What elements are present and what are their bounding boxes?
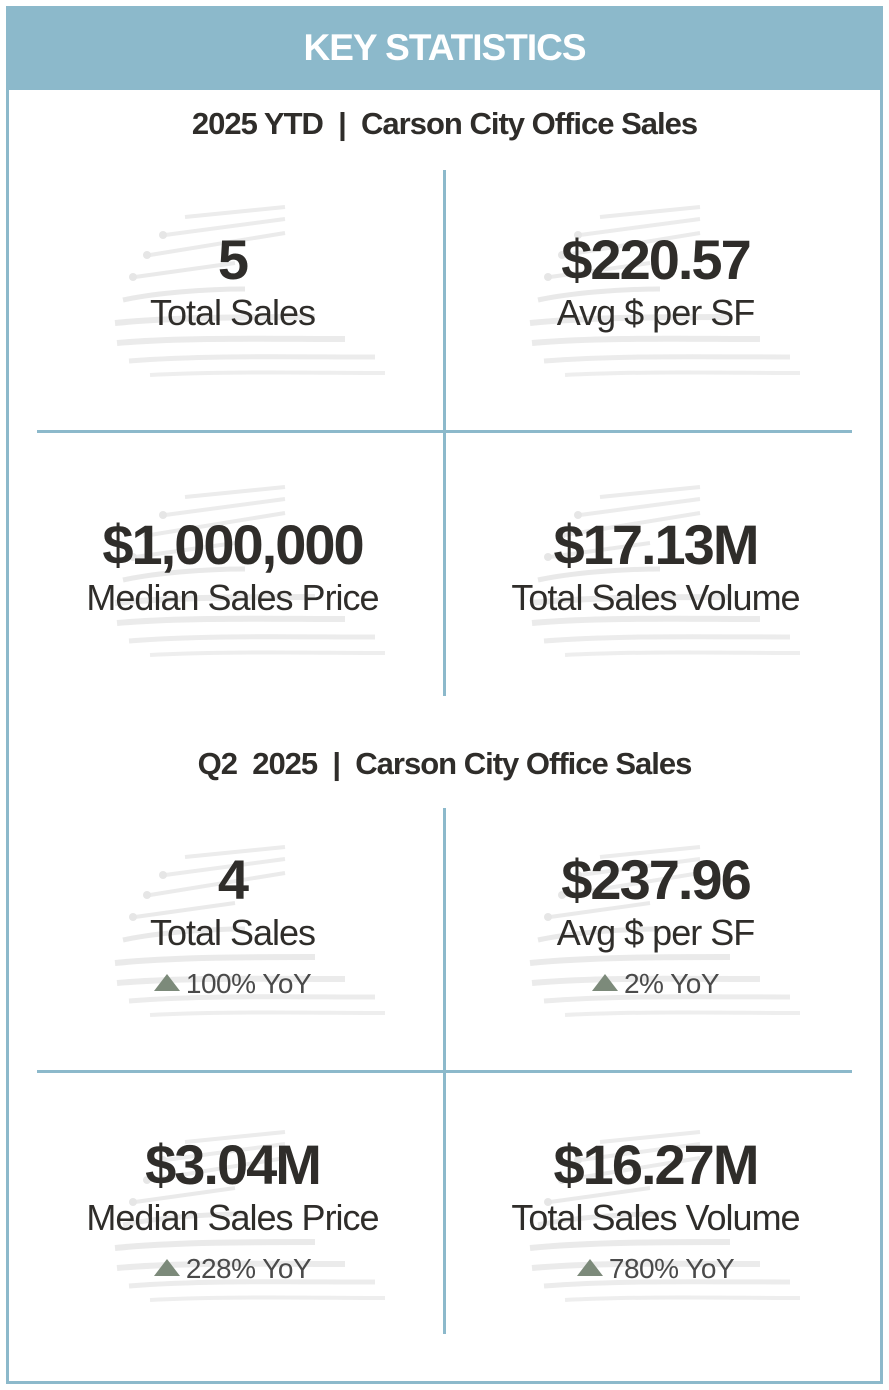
ytd-vertical-divider <box>443 170 446 696</box>
triangle-up-icon <box>153 1259 180 1276</box>
stat-value: 5 <box>217 228 249 291</box>
ytd-horizontal-divider <box>37 430 852 433</box>
stat-label: Avg $ per SF <box>556 912 755 953</box>
ytd-total-sales-stat: 5 Total Sales <box>30 228 435 334</box>
stat-label: Total Sales <box>149 292 316 333</box>
yoy-change: 780% YoY <box>453 1253 858 1285</box>
stat-label: Median Sales Price <box>86 1197 379 1238</box>
yoy-change: 228% YoY <box>30 1253 435 1285</box>
stat-value: $17.13M <box>553 513 760 576</box>
stat-value: $16.27M <box>553 1133 760 1196</box>
yoy-change-text: 100% YoY <box>185 968 312 999</box>
stat-label: Avg $ per SF <box>556 292 755 333</box>
stat-value: $3.04M <box>145 1133 322 1196</box>
yoy-change: 100% YoY <box>30 968 435 1000</box>
stat-value: $237.96 <box>561 848 751 911</box>
header-bar: KEY STATISTICS <box>6 6 883 90</box>
ytd-median-sales-price-stat: $1,000,000 Median Sales Price <box>30 513 435 619</box>
ytd-section-title: 2025 YTD | Carson City Office Sales <box>191 106 698 141</box>
stat-label: Total Sales Volume <box>511 577 800 618</box>
page-title: KEY STATISTICS <box>303 27 586 68</box>
triangle-up-icon <box>153 974 180 991</box>
q2-avg-price-per-sf-stat: $237.96 Avg $ per SF 2% YoY <box>453 848 858 1000</box>
stat-label: Total Sales <box>149 912 316 953</box>
stat-label: Total Sales Volume <box>511 1197 800 1238</box>
stat-value: 4 <box>217 848 249 911</box>
q2-total-sales-volume-stat: $16.27M Total Sales Volume 780% YoY <box>453 1133 858 1285</box>
yoy-change-text: 228% YoY <box>185 1253 312 1284</box>
triangle-up-icon <box>591 974 618 991</box>
q2-horizontal-divider <box>37 1070 852 1073</box>
triangle-up-icon <box>576 1259 603 1276</box>
stat-value: $220.57 <box>561 228 751 291</box>
yoy-change-text: 780% YoY <box>608 1253 735 1284</box>
stat-value: $1,000,000 <box>102 513 364 576</box>
yoy-change: 2% YoY <box>453 968 858 1000</box>
ytd-total-sales-volume-stat: $17.13M Total Sales Volume <box>453 513 858 619</box>
q2-total-sales-stat: 4 Total Sales 100% YoY <box>30 848 435 1000</box>
stat-label: Median Sales Price <box>86 577 379 618</box>
q2-section-title: Q2 2025 | Carson City Office Sales <box>197 746 693 781</box>
yoy-change-text: 2% YoY <box>623 968 720 999</box>
q2-median-sales-price-stat: $3.04M Median Sales Price 228% YoY <box>30 1133 435 1285</box>
ytd-avg-price-per-sf-stat: $220.57 Avg $ per SF <box>453 228 858 334</box>
